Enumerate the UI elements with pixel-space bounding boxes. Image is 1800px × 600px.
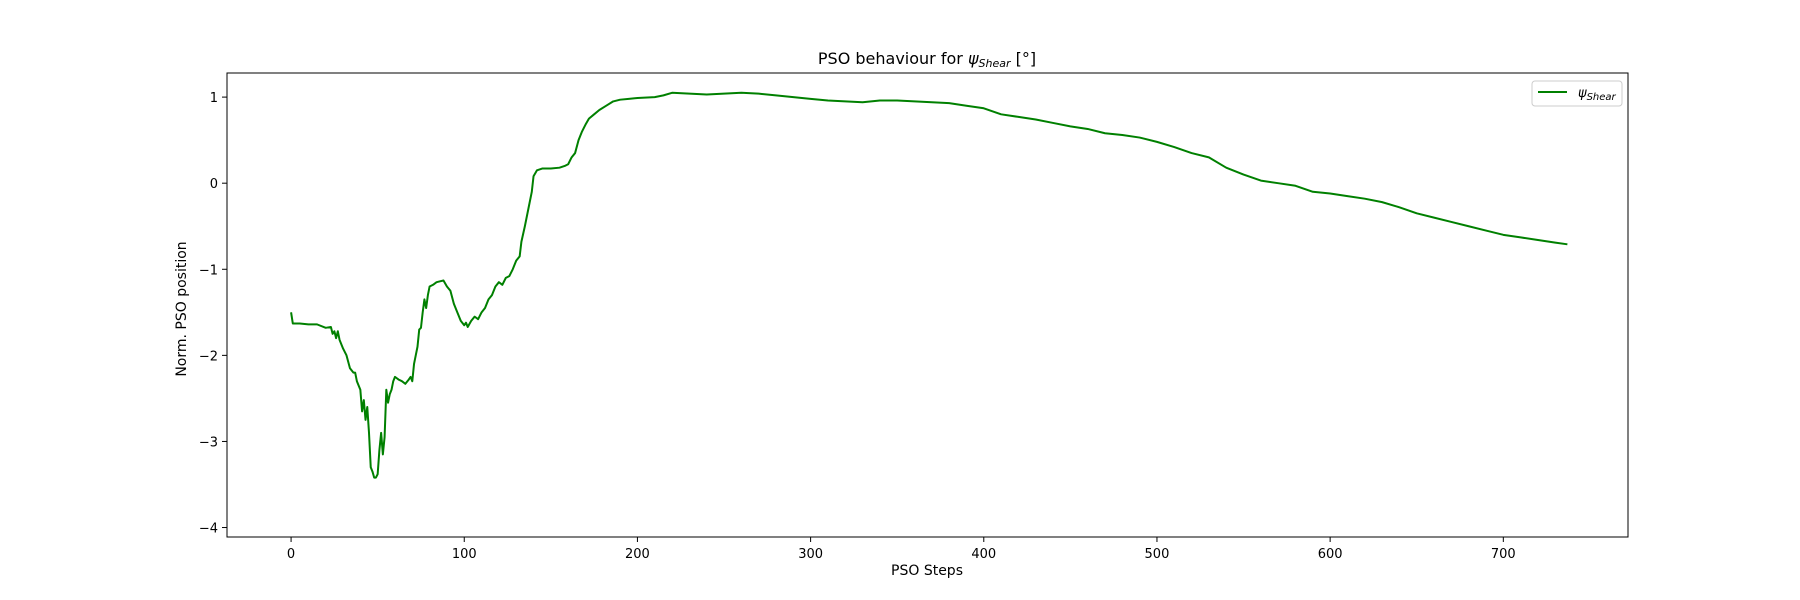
x-tick-label-500: 500 (1145, 547, 1170, 562)
legend: ψShear (1531, 80, 1623, 107)
series-line-0 (290, 91, 1568, 479)
chart-title: PSO behaviour for ψShear [°] (818, 49, 1036, 70)
x-tick-label-100: 100 (452, 547, 477, 562)
legend-box (1531, 80, 1623, 107)
x-tick-label-200: 200 (625, 547, 650, 562)
y-tick-label-3: −1 (199, 263, 218, 278)
y-tick-label-5: 1 (210, 91, 218, 106)
plot-frame (226, 72, 1629, 538)
y-tick-label-2: −2 (199, 349, 218, 364)
x-tick-label-400: 400 (971, 547, 996, 562)
y-axis-label: Norm. PSO position (174, 241, 190, 376)
legend-label: ψShear (1578, 86, 1617, 103)
plot-area: 0 100 200 300 400 500 600 700 −4 −3 −2 −1 0 1 (199, 72, 1629, 562)
x-axis-label: PSO Steps (891, 563, 963, 579)
x-tick-label-700: 700 (1491, 547, 1516, 562)
y-tick-label-4: 0 (210, 177, 218, 192)
y-tick-label-0: −4 (199, 522, 218, 537)
x-tick-label-300: 300 (798, 547, 823, 562)
y-tick-label-1: −3 (199, 435, 218, 450)
x-tick-label-0: 0 (287, 547, 295, 562)
x-tick-label-600: 600 (1318, 547, 1343, 562)
